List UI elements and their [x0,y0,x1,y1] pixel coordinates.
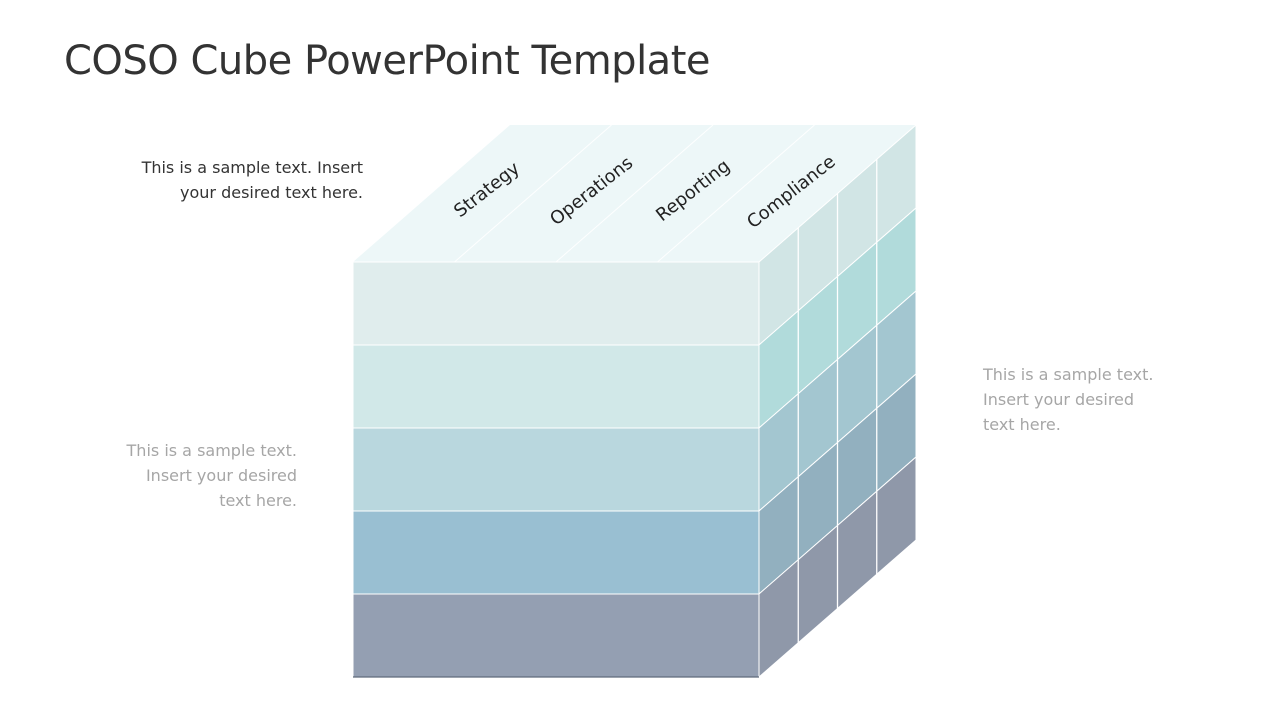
top-divider [555,124,714,263]
top-divider [657,124,815,263]
note-line: This is a sample text. [126,441,297,460]
front-layer [352,427,760,512]
front-layer [352,261,760,346]
note-line: text here. [983,415,1061,434]
front-layer [352,344,760,429]
cube-front-face [352,261,760,678]
note-top-left: This is a sample text. Insert your desir… [142,155,363,205]
slide-title: COSO Cube PowerPoint Template [64,38,711,84]
note-line: This is a sample text. Insert [141,158,363,177]
top-divider [454,124,612,263]
note-line: This is a sample text. [983,365,1154,384]
note-line: your desired text here. [180,183,363,202]
cube-top-face [353,124,916,263]
note-line: Insert your desired [145,466,297,485]
note-line: Insert your desired [983,390,1135,409]
note-line: text here. [219,491,297,510]
note-bottom-left: This is a sample text. Insert your desir… [127,438,297,513]
front-layer [352,510,760,595]
front-layer [352,593,760,678]
note-right: This is a sample text. Insert your desir… [983,362,1153,437]
